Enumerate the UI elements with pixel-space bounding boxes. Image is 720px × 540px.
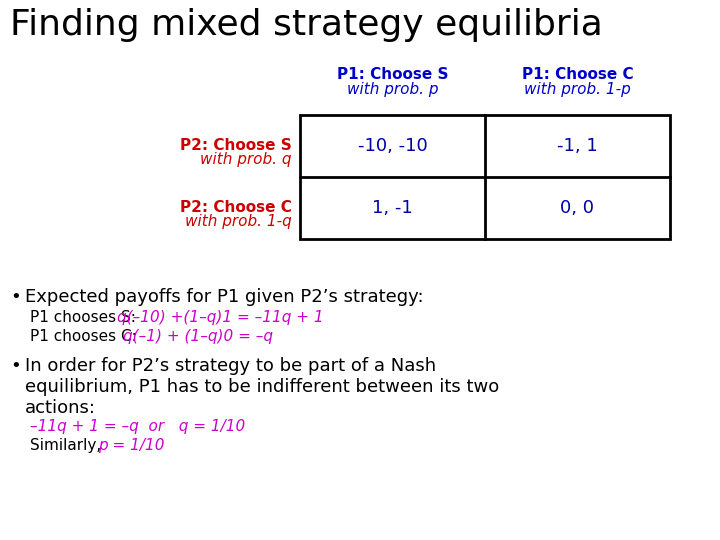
Text: –11q + 1 = –q  or   q = 1/10: –11q + 1 = –q or q = 1/10 — [30, 419, 246, 434]
Text: Expected payoffs for P1 given P2’s strategy:: Expected payoffs for P1 given P2’s strat… — [25, 288, 423, 306]
Text: In order for P2’s strategy to be part of a Nash
equilibrium, P1 has to be indiff: In order for P2’s strategy to be part of… — [25, 357, 499, 416]
Text: q(–10) +(1–q)1 = –11q + 1: q(–10) +(1–q)1 = –11q + 1 — [117, 310, 323, 325]
Text: Similarly,: Similarly, — [30, 438, 106, 453]
Text: •: • — [10, 288, 21, 306]
Text: -10, -10: -10, -10 — [358, 137, 428, 155]
Text: with prob. 1-p: with prob. 1-p — [524, 82, 631, 97]
Text: -1, 1: -1, 1 — [557, 137, 598, 155]
Text: 1, -1: 1, -1 — [372, 199, 413, 217]
Text: P1 chooses S:: P1 chooses S: — [30, 310, 140, 325]
Text: P1 chooses C:: P1 chooses C: — [30, 329, 146, 344]
Text: P2: Choose S: P2: Choose S — [180, 138, 292, 153]
Text: Finding mixed strategy equilibria: Finding mixed strategy equilibria — [10, 8, 603, 42]
Text: with prob. 1-q: with prob. 1-q — [185, 214, 292, 229]
Text: 0, 0: 0, 0 — [560, 199, 595, 217]
Text: p = 1/10: p = 1/10 — [98, 438, 165, 453]
Text: P1: Choose C: P1: Choose C — [522, 67, 634, 82]
Text: P2: Choose C: P2: Choose C — [180, 200, 292, 215]
Text: with prob. q: with prob. q — [200, 152, 292, 167]
Text: •: • — [10, 357, 21, 375]
Bar — [300, 115, 670, 239]
Text: with prob. p: with prob. p — [347, 82, 438, 97]
Text: q(–1) + (1–q)0 = –q: q(–1) + (1–q)0 = –q — [123, 329, 273, 344]
Text: P1: Choose S: P1: Choose S — [337, 67, 449, 82]
